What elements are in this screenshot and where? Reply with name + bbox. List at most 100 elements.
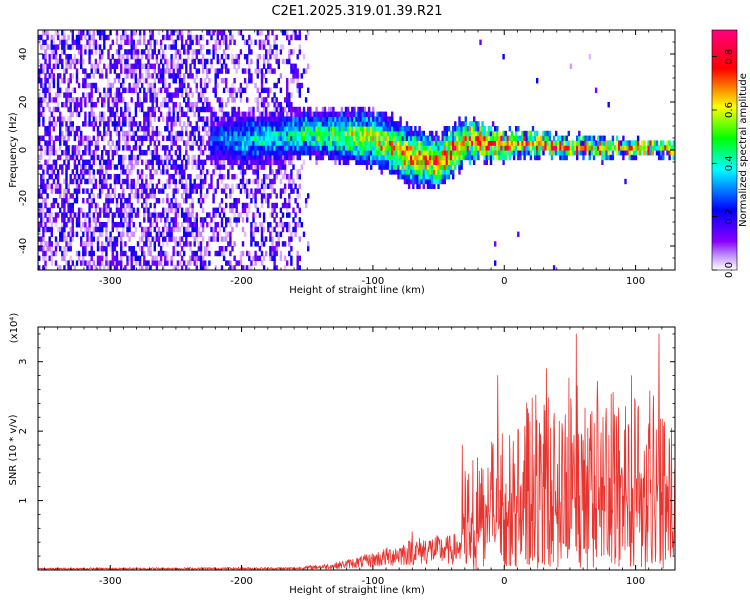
- spectrogram-cell: [275, 265, 278, 270]
- spectrogram-cell: [122, 164, 125, 170]
- spectrogram-cell: [313, 111, 316, 117]
- spectrogram-cell: [103, 102, 106, 108]
- spectrogram-cell: [239, 92, 243, 98]
- spectrogram-cell: [300, 222, 304, 228]
- spectrogram-cell: [183, 121, 186, 127]
- spectrogram-cell: [267, 135, 270, 141]
- spectrogram-cell: [340, 150, 343, 156]
- spectrogram-cell: [260, 145, 264, 151]
- spectrogram-cell: [269, 178, 272, 185]
- spectrogram-cell: [162, 102, 165, 108]
- spectrogram-cell: [174, 207, 177, 213]
- spectrogram-cell: [222, 236, 226, 242]
- spectrogram-cell: [435, 174, 438, 180]
- spectrogram-cell: [61, 231, 64, 237]
- spectrogram-cell: [315, 106, 318, 113]
- spectrogram-cell: [151, 126, 154, 132]
- spectrogram-cell: [98, 111, 102, 117]
- spectrogram-cell: [149, 246, 152, 252]
- spectrogram-cell: [115, 250, 119, 257]
- spectrogram-cell: [250, 198, 253, 204]
- spectrogram-cell: [105, 169, 108, 175]
- spectrogram-cell: [235, 121, 238, 127]
- spectrogram-cell: [164, 154, 167, 161]
- spectrogram-cell: [166, 63, 169, 69]
- spectrogram-cell: [250, 145, 253, 151]
- spectrogram-cell: [59, 193, 62, 199]
- spectrogram-cell: [338, 150, 341, 156]
- spectrogram-cell: [166, 217, 169, 223]
- spectrogram-cell: [296, 193, 299, 199]
- spectrogram-cell: [50, 202, 53, 209]
- spectrogram-cell: [233, 145, 236, 151]
- spectrogram-cell: [77, 212, 81, 218]
- spectrogram-cell: [113, 78, 117, 84]
- spectrogram-cell: [180, 126, 184, 132]
- spectrogram-cell: [365, 145, 369, 151]
- spectrogram-cell: [254, 202, 257, 209]
- spectrogram-cell: [248, 202, 251, 209]
- spectrogram-cell: [433, 159, 436, 165]
- spectrogram-cell: [67, 231, 70, 237]
- spectrogram-cell: [628, 154, 631, 161]
- spectrogram-cell: [172, 250, 175, 257]
- spectrogram-cell: [222, 246, 226, 252]
- spectrogram-cell: [132, 178, 135, 185]
- spectrogram-cell: [199, 231, 203, 237]
- spectrogram-cell: [117, 49, 121, 55]
- spectrogram-cell: [166, 68, 169, 74]
- spectrogram-cell: [65, 145, 68, 151]
- spectrogram-cell: [120, 207, 123, 213]
- spectrogram-cell: [107, 150, 110, 156]
- spectrogram-cell: [330, 154, 333, 161]
- spectrogram-cell: [162, 231, 165, 237]
- spectrogram-cell: [180, 212, 184, 218]
- spectrogram-cell: [172, 106, 175, 113]
- spectrogram-cell: [636, 150, 640, 156]
- spectrogram-cell: [260, 111, 264, 117]
- spectrogram-cell: [252, 150, 255, 156]
- spectrogram-cell: [88, 54, 91, 60]
- spectrogram-cell: [405, 150, 409, 156]
- spectrogram-cell: [157, 106, 161, 113]
- spectrogram-cell: [279, 150, 283, 156]
- spectrogram-cell: [237, 135, 240, 141]
- spectrogram-cell: [38, 58, 41, 65]
- spectrogram-cell: [393, 154, 396, 161]
- spectrogram-cell: [321, 126, 325, 132]
- spectrogram-cell: [237, 111, 240, 117]
- spectrogram-cell: [298, 183, 301, 189]
- spectrogram-cell: [382, 140, 385, 146]
- spectrogram-cell: [481, 126, 484, 132]
- spectrogram-cell: [166, 126, 169, 132]
- spectrogram-cell: [239, 121, 243, 127]
- spectrogram-cell: [559, 150, 562, 156]
- spectrogram-cell: [195, 217, 198, 223]
- spectrogram-cell: [164, 97, 167, 103]
- spectrogram-cell: [96, 87, 100, 93]
- spectrogram-cell: [292, 150, 295, 156]
- spectrogram-cell: [525, 145, 528, 151]
- spectrogram-cell: [134, 226, 138, 233]
- spectrogram-cell: [185, 58, 188, 65]
- spectrogram-cell: [456, 130, 459, 137]
- spectrogram-cell: [321, 106, 325, 113]
- spectrogram-cell: [580, 145, 583, 151]
- spectrogram-cell: [56, 226, 60, 233]
- spectrogram-cell: [222, 34, 226, 41]
- spectrogram-cell: [126, 58, 129, 65]
- spectrogram-cell: [290, 159, 293, 165]
- spectrogram-cell: [353, 121, 356, 127]
- spectrogram-cell: [286, 121, 289, 127]
- spectrogram-cell: [42, 164, 45, 170]
- spectrogram-cell: [38, 202, 41, 209]
- spectrogram-cell: [88, 58, 91, 65]
- spectrogram-cell: [292, 217, 295, 223]
- spectrogram-cell: [222, 159, 226, 165]
- spectrogram-cell: [42, 183, 45, 189]
- spectrogram-cell: [241, 207, 245, 213]
- spectrogram-cell: [298, 207, 301, 213]
- spectrogram-cell: [401, 159, 404, 165]
- spectrogram-cell: [170, 255, 173, 261]
- spectrogram-cell: [80, 30, 83, 36]
